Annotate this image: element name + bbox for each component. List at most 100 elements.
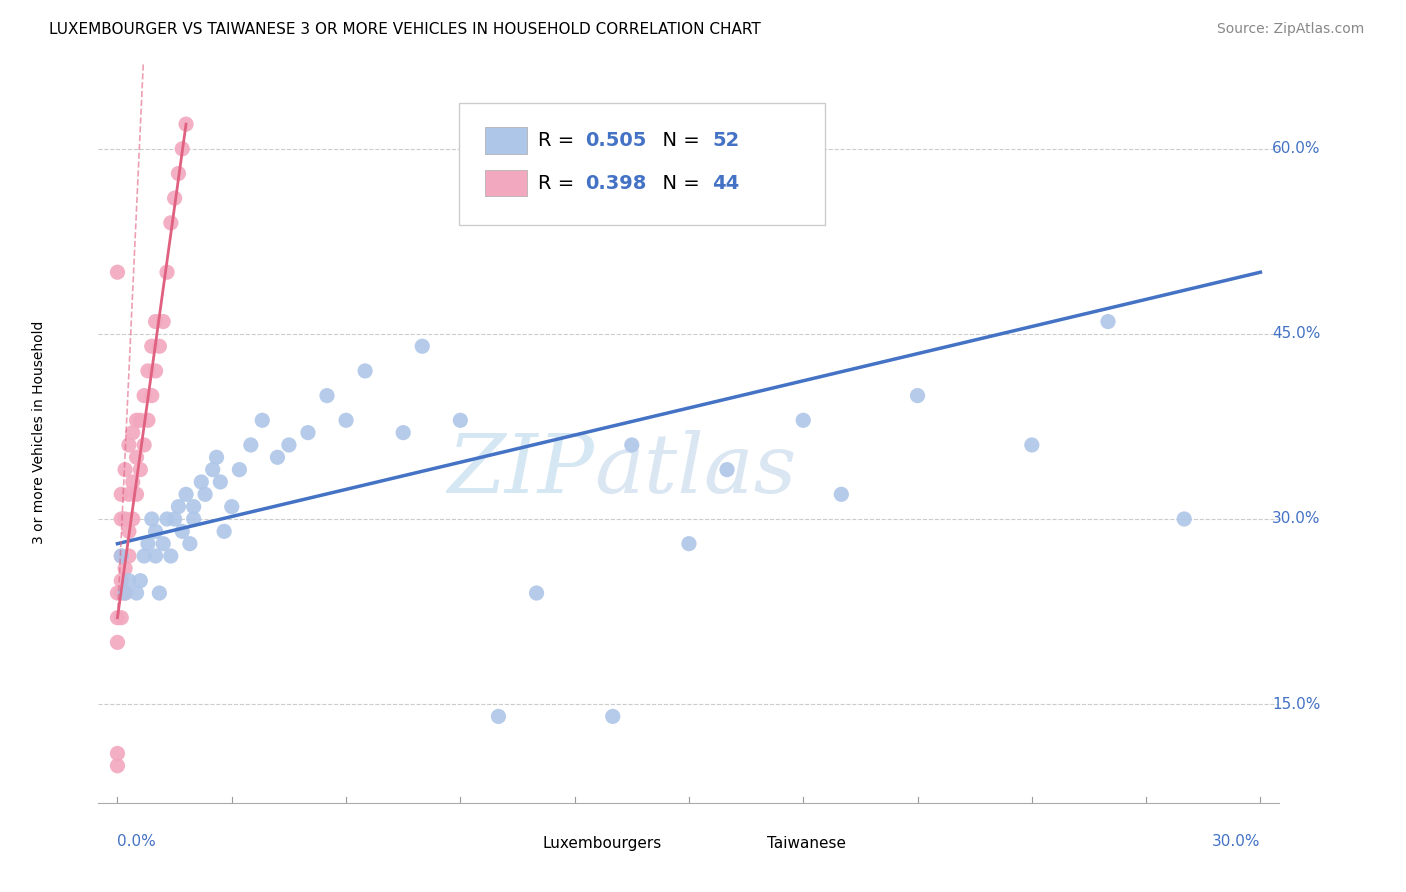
Point bbox=[159, 549, 181, 563]
Point bbox=[620, 438, 643, 452]
Point bbox=[209, 475, 232, 489]
Point bbox=[134, 389, 156, 403]
Text: N =: N = bbox=[650, 174, 706, 193]
Point bbox=[125, 450, 148, 465]
Point bbox=[792, 413, 814, 427]
Text: 60.0%: 60.0% bbox=[1272, 141, 1320, 156]
Point bbox=[110, 549, 132, 563]
Point bbox=[145, 364, 167, 378]
Point bbox=[277, 438, 299, 452]
Point bbox=[136, 413, 159, 427]
Point bbox=[183, 500, 205, 514]
Point bbox=[449, 413, 471, 427]
Point bbox=[830, 487, 852, 501]
Point bbox=[121, 475, 143, 489]
Text: 30.0%: 30.0% bbox=[1272, 511, 1320, 526]
Text: 52: 52 bbox=[713, 130, 740, 150]
Text: Luxembourgers: Luxembourgers bbox=[543, 836, 662, 851]
Point bbox=[136, 536, 159, 550]
Point bbox=[156, 265, 179, 279]
Text: R =: R = bbox=[537, 174, 581, 193]
Point bbox=[190, 475, 212, 489]
Point bbox=[163, 191, 186, 205]
Point bbox=[228, 462, 250, 476]
Point bbox=[110, 610, 132, 624]
Point bbox=[141, 512, 163, 526]
Point bbox=[266, 450, 288, 465]
FancyBboxPatch shape bbox=[721, 827, 761, 860]
Point bbox=[129, 574, 152, 588]
Point bbox=[114, 512, 136, 526]
Point bbox=[205, 450, 228, 465]
Text: atlas: atlas bbox=[595, 430, 797, 509]
Point bbox=[1021, 438, 1043, 452]
FancyBboxPatch shape bbox=[496, 827, 537, 860]
Text: LUXEMBOURGER VS TAIWANESE 3 OR MORE VEHICLES IN HOUSEHOLD CORRELATION CHART: LUXEMBOURGER VS TAIWANESE 3 OR MORE VEHI… bbox=[49, 22, 761, 37]
Point bbox=[121, 512, 143, 526]
Point bbox=[145, 549, 167, 563]
Point bbox=[110, 549, 132, 563]
Point bbox=[221, 500, 243, 514]
Point bbox=[110, 487, 132, 501]
Point bbox=[118, 438, 141, 452]
Point bbox=[212, 524, 235, 539]
Point bbox=[141, 389, 163, 403]
Point bbox=[118, 524, 141, 539]
Point bbox=[145, 524, 167, 539]
Point bbox=[134, 549, 156, 563]
Point bbox=[316, 389, 339, 403]
Point bbox=[118, 487, 141, 501]
FancyBboxPatch shape bbox=[485, 127, 527, 153]
Point bbox=[335, 413, 357, 427]
Point bbox=[159, 216, 181, 230]
Point bbox=[297, 425, 319, 440]
Point bbox=[110, 586, 132, 600]
Point bbox=[167, 500, 190, 514]
Point bbox=[252, 413, 274, 427]
Point bbox=[110, 574, 132, 588]
Point bbox=[134, 438, 156, 452]
Point bbox=[167, 166, 190, 180]
Point bbox=[118, 549, 141, 563]
Point bbox=[179, 536, 201, 550]
Point bbox=[172, 142, 194, 156]
Point bbox=[716, 462, 738, 476]
Point bbox=[107, 635, 129, 649]
Point bbox=[114, 462, 136, 476]
Point bbox=[125, 413, 148, 427]
Text: 0.505: 0.505 bbox=[585, 130, 647, 150]
FancyBboxPatch shape bbox=[485, 169, 527, 196]
Point bbox=[174, 117, 197, 131]
Point bbox=[129, 462, 152, 476]
Text: 30.0%: 30.0% bbox=[1212, 834, 1260, 848]
Point bbox=[354, 364, 377, 378]
Text: ZIP: ZIP bbox=[447, 430, 595, 509]
Point bbox=[392, 425, 415, 440]
Text: 3 or more Vehicles in Household: 3 or more Vehicles in Household bbox=[32, 321, 46, 544]
Point bbox=[107, 610, 129, 624]
Text: 45.0%: 45.0% bbox=[1272, 326, 1320, 342]
Text: 44: 44 bbox=[713, 174, 740, 193]
Point bbox=[183, 512, 205, 526]
Point bbox=[1097, 314, 1119, 328]
Point bbox=[678, 536, 700, 550]
Point bbox=[125, 487, 148, 501]
Point bbox=[110, 512, 132, 526]
Point bbox=[118, 574, 141, 588]
Text: Source: ZipAtlas.com: Source: ZipAtlas.com bbox=[1216, 22, 1364, 37]
Text: Taiwanese: Taiwanese bbox=[766, 836, 846, 851]
Point bbox=[121, 425, 143, 440]
Point bbox=[107, 265, 129, 279]
Text: N =: N = bbox=[650, 130, 706, 150]
Point bbox=[107, 747, 129, 761]
Point bbox=[156, 512, 179, 526]
Point bbox=[107, 586, 129, 600]
Point bbox=[194, 487, 217, 501]
Point bbox=[148, 586, 170, 600]
Point bbox=[145, 314, 167, 328]
Point bbox=[174, 487, 197, 501]
Point bbox=[141, 339, 163, 353]
Point bbox=[125, 586, 148, 600]
Point bbox=[152, 314, 174, 328]
Text: R =: R = bbox=[537, 130, 581, 150]
